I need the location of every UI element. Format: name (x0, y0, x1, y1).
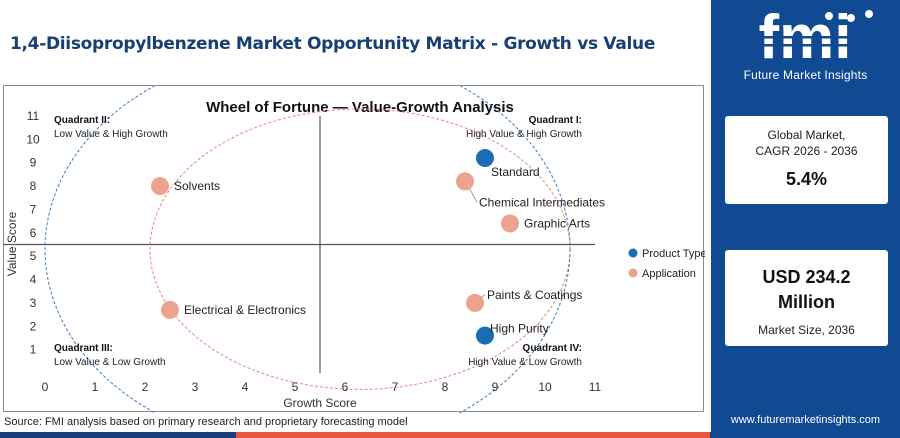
data-point (476, 326, 494, 345)
accent-bar-blue-left (0, 432, 236, 438)
cagr-label-line1: Global Market, (767, 128, 846, 142)
side-panel: fmi Future Market Insights Global Market… (711, 0, 900, 438)
x-tick-label: 3 (192, 380, 199, 394)
logo-stripe (733, 44, 877, 47)
y-tick-label: 5 (30, 249, 37, 263)
y-tick-label: 1 (30, 343, 37, 357)
data-point (161, 300, 179, 319)
x-tick-label: 5 (292, 380, 299, 394)
inner-ellipse (149, 108, 571, 390)
opportunity-matrix-chart: Wheel of Fortune — Value-Growth Analysis… (4, 86, 705, 413)
chart-title: Wheel of Fortune — Value-Growth Analysis (206, 99, 514, 116)
y-tick-label: 7 (30, 202, 37, 216)
x-tick-label: 8 (442, 380, 449, 394)
y-tick-label: 3 (30, 296, 37, 310)
data-label: Paints & Coatings (487, 288, 582, 302)
data-label: Solvents (174, 179, 220, 193)
data-label: Standard (491, 165, 540, 179)
quadrant-title: Quadrant I: (529, 115, 582, 126)
fmi-logo-icon: fmi (733, 6, 877, 68)
y-tick-label: 9 (30, 156, 37, 170)
market-size-value-line1: USD 234.2 (762, 267, 851, 287)
cagr-value: 5.4% (785, 169, 828, 189)
data-point (151, 177, 169, 196)
data-point (466, 293, 484, 312)
y-tick-label: 8 (30, 179, 37, 193)
chart-container: Wheel of Fortune — Value-Growth Analysis… (3, 85, 705, 413)
logo-dot (865, 10, 873, 18)
data-point (476, 149, 494, 168)
source-note: Source: FMI analysis based on primary re… (4, 416, 408, 428)
quadrant-subtitle: High Value & Low Growth (468, 357, 582, 368)
quadrant-title: Quadrant II: (54, 115, 110, 126)
leader-line (468, 187, 478, 203)
x-tick-label: 2 (142, 380, 149, 394)
y-tick-label: 6 (30, 226, 37, 240)
brand-logo: fmi Future Market Insights (711, 0, 900, 90)
x-tick-label: 0 (42, 380, 49, 394)
y-tick-label: 4 (30, 273, 37, 287)
outer-ellipse (44, 86, 571, 413)
x-axis-label: Growth Score (283, 396, 357, 410)
legend-marker (628, 268, 638, 278)
market-size-label: Market Size, 2036 (758, 323, 855, 337)
website-link[interactable]: www.futuremarketinsights.com (730, 414, 881, 426)
legend-label: Product Type (642, 248, 705, 260)
y-tick-label: 11 (27, 109, 40, 123)
quadrant-subtitle: Low Value & High Growth (54, 129, 168, 140)
x-tick-label: 7 (392, 380, 399, 394)
logo-dot (825, 12, 833, 20)
quadrant-title: Quadrant III: (54, 343, 113, 354)
data-point (456, 172, 474, 191)
page-title: 1,4-Diisopropylbenzene Market Opportunit… (10, 34, 656, 54)
data-label: Electrical & Electronics (184, 303, 306, 317)
data-label: Chemical Intermediates (479, 195, 605, 209)
logo-stripe (733, 36, 877, 39)
x-tick-label: 10 (538, 380, 552, 394)
accent-bar-orange (236, 432, 710, 438)
y-tick-label: 10 (26, 132, 40, 146)
quadrant-subtitle: High Value & High Growth (466, 129, 582, 140)
data-label: Graphic Arts (524, 216, 590, 230)
x-tick-label: 1 (92, 380, 99, 394)
logo-dot (847, 14, 855, 22)
y-axis-label: Value Score (5, 211, 19, 276)
quadrant-title: Quadrant IV: (523, 343, 582, 354)
legend-label: Application (642, 268, 696, 280)
market-size-value-line2: Million (778, 292, 835, 312)
cagr-label-line2: CAGR 2026 - 2036 (755, 144, 858, 158)
x-tick-label: 9 (492, 380, 499, 394)
x-tick-label: 4 (242, 380, 249, 394)
logo-subtitle: Future Market Insights (743, 68, 868, 82)
cagr-card: Global Market, CAGR 2026 - 2036 5.4% (725, 116, 888, 204)
data-point (501, 214, 519, 233)
data-label: High Purity (490, 322, 549, 336)
y-tick-label: 2 (30, 319, 37, 333)
quadrant-subtitle: Low Value & Low Growth (54, 357, 166, 368)
legend-marker (628, 248, 638, 258)
x-tick-label: 11 (589, 380, 602, 394)
x-tick-label: 6 (342, 380, 349, 394)
market-size-card: USD 234.2 Million Market Size, 2036 (725, 250, 888, 346)
